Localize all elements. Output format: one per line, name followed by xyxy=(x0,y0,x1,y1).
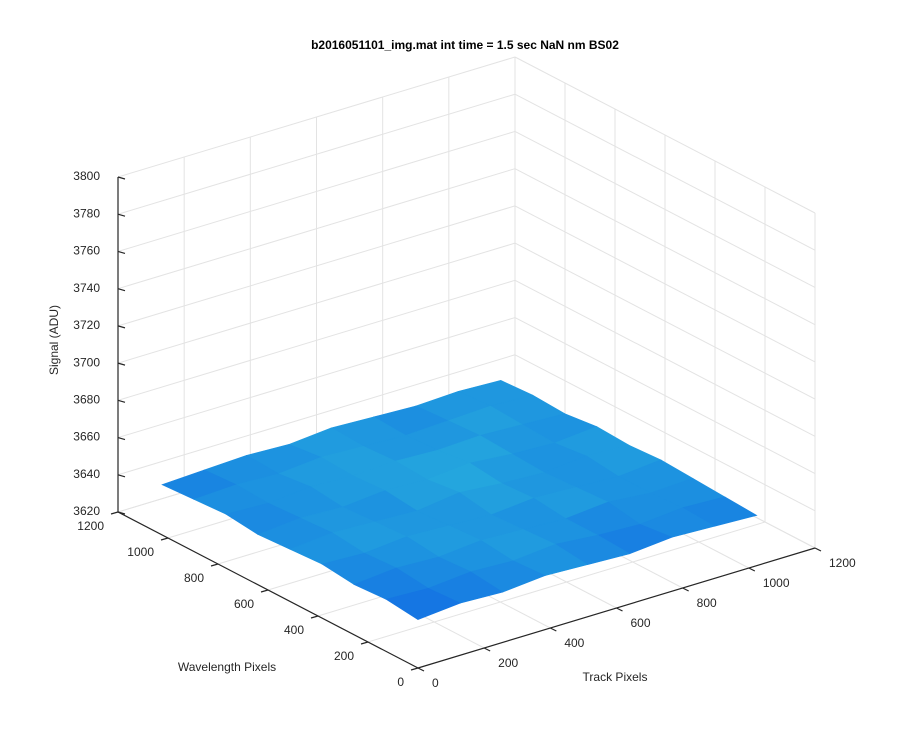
y-tick-label: 400 xyxy=(284,623,304,637)
grid-line xyxy=(514,354,816,512)
x-tick xyxy=(748,567,756,572)
z-tick-label: 3740 xyxy=(73,281,100,295)
grid-line xyxy=(117,205,516,327)
z-tick xyxy=(117,325,126,329)
z-tick xyxy=(117,288,126,292)
grid-line xyxy=(117,56,516,178)
z-tick xyxy=(117,213,126,217)
z-axis-label: Signal (ADU) xyxy=(47,305,61,375)
grid-line xyxy=(117,168,516,290)
z-tick-label: 3700 xyxy=(73,355,100,369)
x-tick xyxy=(682,587,689,592)
z-tick-label: 3760 xyxy=(73,244,100,258)
z-tick-label: 3620 xyxy=(73,504,100,518)
z-tick-label: 3660 xyxy=(73,430,100,444)
y-tick xyxy=(260,589,269,593)
y-axis-label: Wavelength Pixels xyxy=(178,660,276,674)
y-tick-label: 200 xyxy=(334,649,354,663)
grid-line xyxy=(117,354,516,476)
z-tick xyxy=(117,474,126,478)
x-tick-label: 400 xyxy=(564,636,584,650)
y-tick xyxy=(360,641,369,645)
grid-line xyxy=(117,130,516,252)
z-tick xyxy=(117,362,126,366)
grid-line xyxy=(514,242,816,400)
x-tick-label: 600 xyxy=(631,616,651,630)
z-tick xyxy=(117,250,126,255)
y-tick xyxy=(210,563,219,567)
grid-line xyxy=(514,279,816,437)
y-tick xyxy=(110,511,119,515)
z-tick-label: 3640 xyxy=(73,467,100,481)
x-tick-label: 800 xyxy=(697,596,717,610)
x-tick-label: 200 xyxy=(498,656,518,670)
z-tick-label: 3720 xyxy=(73,318,100,332)
grid-line xyxy=(514,317,816,474)
x-tick xyxy=(483,647,491,652)
grid-line xyxy=(514,56,816,214)
grid-line xyxy=(514,93,816,251)
grid-line xyxy=(514,131,816,288)
y-tick-label: 600 xyxy=(234,597,254,611)
grid-line xyxy=(117,242,516,364)
grid-line xyxy=(514,205,816,363)
grid-line xyxy=(367,521,766,643)
surface-patch xyxy=(385,587,462,620)
chart-title: b2016051101_img.mat int time = 1.5 sec N… xyxy=(311,38,619,52)
z-tick-label: 3800 xyxy=(73,169,100,183)
y-tick xyxy=(160,537,169,541)
grid-line xyxy=(117,317,516,439)
grid-line xyxy=(514,168,816,326)
y-tick-label: 0 xyxy=(397,675,404,689)
z-tick xyxy=(117,511,126,515)
x-axis-label: Track Pixels xyxy=(583,670,648,684)
x-tick-label: 1000 xyxy=(763,576,790,590)
y-tick-label: 1200 xyxy=(77,519,104,533)
z-tick xyxy=(117,176,126,180)
z-tick-label: 3680 xyxy=(73,393,100,407)
z-tick-label: 3780 xyxy=(73,206,100,220)
x-tick xyxy=(417,667,425,672)
x-tick xyxy=(616,607,623,612)
x-tick-label: 0 xyxy=(432,676,439,690)
x-tick xyxy=(814,547,822,552)
z-tick xyxy=(117,399,126,403)
y-tick-label: 800 xyxy=(184,571,204,585)
grid-line xyxy=(117,93,516,215)
y-tick xyxy=(310,615,319,619)
y-tick-label: 1000 xyxy=(127,545,154,559)
z-tick xyxy=(117,436,126,441)
x-tick xyxy=(550,627,557,632)
y-tick xyxy=(410,667,419,671)
grid-line xyxy=(117,279,516,401)
x-tick-label: 1200 xyxy=(829,556,856,570)
